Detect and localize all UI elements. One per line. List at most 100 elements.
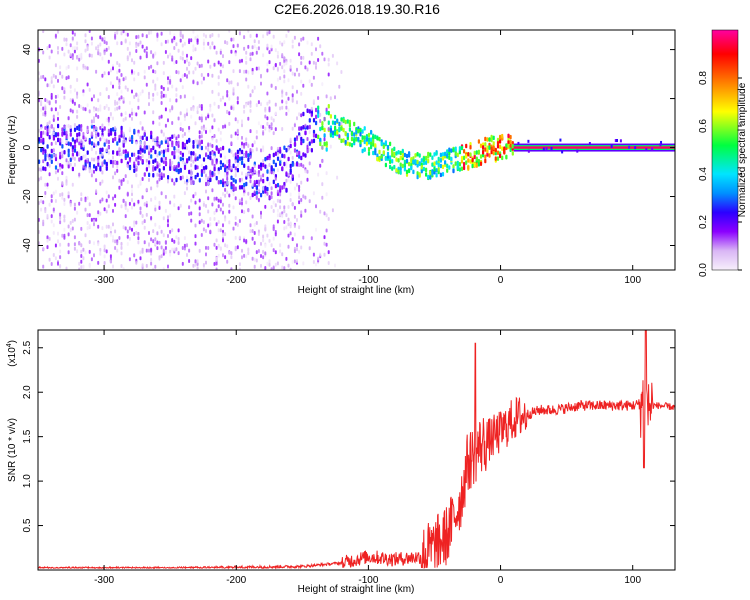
spectrogram-cell — [128, 51, 131, 56]
spectrogram-cell — [272, 66, 275, 71]
spectrogram-cell — [234, 216, 237, 220]
spectrogram-cell — [141, 33, 144, 38]
colorbar-tick-label: 0.8 — [698, 71, 709, 85]
spectrogram-cell — [46, 238, 49, 243]
spectrogram-cell — [114, 101, 117, 106]
spectrogram-cell — [274, 102, 277, 107]
spectrogram-cell — [80, 243, 83, 248]
spectrogram-cell — [276, 198, 279, 203]
spectrogram-cell — [116, 248, 119, 253]
spectrogram-cell — [61, 144, 64, 149]
spectrogram-cell — [281, 42, 284, 47]
spectrogram-cell — [232, 205, 235, 210]
spectrogram-cell — [211, 144, 214, 148]
spectrogram-cell — [101, 73, 104, 78]
spectrogram-cell — [226, 110, 229, 114]
spectrogram-cell — [217, 243, 220, 248]
spectrogram-cell — [190, 163, 193, 168]
spectrogram-cell — [50, 214, 53, 219]
spectrogram-cell — [300, 61, 303, 66]
spectrogram-cell — [304, 65, 307, 70]
spectrogram-cell — [395, 157, 398, 162]
spectrogram-cell — [42, 30, 45, 34]
spectrogram-cell — [73, 101, 76, 106]
spectrogram-cell — [257, 198, 260, 202]
spectrogram-cell — [439, 172, 442, 178]
spectrogram-cell — [306, 108, 309, 113]
spectrogram-cell — [219, 69, 222, 74]
spectrogram-cell — [145, 167, 148, 172]
spectrogram-cell — [112, 66, 114, 71]
spectrogram-cell — [304, 153, 307, 158]
spectrogram-cell — [245, 77, 248, 82]
spectrogram-cell — [188, 150, 191, 155]
spectrogram-cell — [399, 162, 402, 167]
spectrogram-cell — [69, 43, 72, 48]
spectrogram-cell — [135, 220, 138, 225]
spectrogram-cell — [262, 178, 265, 184]
spectrogram-cell — [458, 149, 461, 155]
spectrogram-cell — [46, 153, 49, 158]
spectrogram-cell — [255, 135, 258, 140]
spectrogram-cell — [283, 226, 286, 231]
spectrogram-cell — [241, 149, 244, 155]
spectrogram-cell — [99, 104, 102, 109]
spectrogram-cell — [217, 60, 220, 65]
spectrogram-cell — [363, 135, 366, 140]
spectrogram-cell — [84, 107, 87, 112]
spectrogram-cell — [370, 144, 373, 150]
spectrogram-cell — [57, 50, 59, 55]
spectrogram-cell — [63, 95, 66, 100]
spectrogram-cell — [124, 31, 127, 36]
spectrogram-cell — [262, 234, 265, 239]
spectrogram-cell — [73, 49, 76, 54]
spectrogram-cell — [300, 91, 303, 96]
spectrogram-cell — [315, 65, 317, 70]
spectrogram-cell — [315, 262, 317, 267]
spectrogram-cell — [401, 163, 404, 169]
spectrogram-cell — [73, 162, 76, 167]
spectrogram-cell — [95, 134, 98, 139]
spectrogram-cell — [610, 144, 613, 148]
spectrogram-cell — [150, 130, 153, 135]
spectrogram-cell — [196, 81, 199, 86]
spectrogram-cell — [84, 207, 87, 212]
spectrogram-cell — [65, 42, 68, 47]
spectrogram-cell — [101, 226, 104, 231]
spectrogram-cell — [54, 75, 57, 80]
spectrogram-cell — [148, 178, 150, 182]
spectrogram-cell — [272, 224, 275, 229]
spectrogram-cell — [477, 149, 480, 155]
spectrogram-cell — [245, 50, 248, 55]
spectrogram-cell — [118, 100, 121, 105]
spectrogram-cell — [198, 154, 201, 159]
spectrogram-cell — [494, 156, 497, 161]
spectrogram-cell — [283, 266, 286, 270]
spectrogram-cell — [78, 126, 81, 132]
spectrogram-cell — [120, 245, 123, 250]
spectrogram-cell — [416, 159, 419, 165]
spectrogram-cell — [61, 139, 64, 144]
spectrogram-cell — [103, 126, 106, 131]
spectrogram-cell — [156, 240, 159, 245]
spectrogram-cell — [40, 100, 43, 105]
spectrogram-cell — [141, 126, 144, 131]
spectrogram-cell — [78, 137, 81, 141]
spectrogram-cell — [401, 148, 404, 154]
spectrogram-cell — [306, 67, 309, 72]
spectrogram-cell — [67, 242, 70, 247]
spectrogram-cell — [224, 183, 227, 188]
spectrogram-cell — [234, 186, 237, 191]
spectrogram-cell — [131, 152, 134, 157]
spectrogram-cell — [230, 181, 233, 187]
spectrogram-cell — [167, 138, 169, 143]
spectrogram-cell — [298, 42, 301, 47]
spectrogram-cell — [126, 32, 129, 37]
spectrogram-cell — [262, 159, 265, 163]
spectrogram-cell — [219, 179, 222, 185]
spectrogram-cell — [99, 137, 102, 142]
spectrogram-cell — [160, 94, 163, 99]
spectrogram-cell — [71, 36, 74, 41]
x-tick-label: -300 — [94, 575, 114, 586]
spectrogram-cell — [357, 136, 360, 142]
